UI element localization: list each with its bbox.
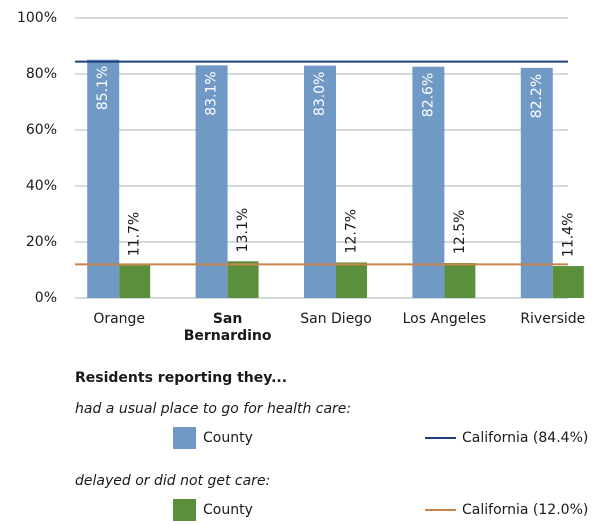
value-label: 82.6% (420, 73, 436, 117)
legend-group: had a usual place to go for health care: (75, 401, 351, 417)
bar (227, 261, 259, 298)
x-tick-label: Los Angeles (402, 311, 487, 327)
bar (119, 265, 151, 298)
bar (520, 67, 553, 298)
bar (304, 65, 336, 298)
value-label: 11.7% (127, 212, 143, 256)
y-tick-label: 20% (26, 234, 57, 250)
legend-label: California (84.4%) (462, 430, 588, 446)
bar (87, 59, 120, 298)
y-tick-label: 100% (17, 10, 57, 26)
value-label: 85.1% (95, 66, 111, 110)
x-tick-label: San Diego (300, 311, 372, 327)
legend-group: delayed or did not get care: (75, 473, 270, 489)
y-tick-label: 80% (26, 66, 57, 82)
value-label: 11.4% (560, 213, 576, 257)
value-label: 83.1% (204, 71, 220, 115)
value-label: 12.7% (344, 209, 360, 253)
legend-swatch (173, 427, 196, 449)
legend-title: Residents reporting they... (75, 370, 287, 386)
value-label: 82.2% (529, 74, 545, 118)
x-tick-label: San Bernardino (183, 311, 272, 344)
legend-label: County (203, 502, 253, 518)
bar (195, 65, 228, 298)
value-label: 13.1% (235, 208, 251, 252)
y-tick-label: 60% (26, 122, 57, 138)
bar (552, 266, 584, 298)
value-label: 83.0% (312, 72, 328, 116)
legend-label: County (203, 430, 253, 446)
legend-swatch (173, 499, 196, 521)
y-tick-label: 0% (35, 290, 57, 306)
x-tick-label: Orange (93, 311, 146, 327)
legend-label: California (12.0%) (462, 502, 588, 518)
y-tick-label: 40% (26, 178, 57, 194)
value-label: 12.5% (452, 210, 468, 254)
x-tick-label: Riverside (520, 311, 586, 327)
bar (412, 66, 445, 298)
bar (336, 262, 367, 298)
bar (444, 263, 476, 298)
